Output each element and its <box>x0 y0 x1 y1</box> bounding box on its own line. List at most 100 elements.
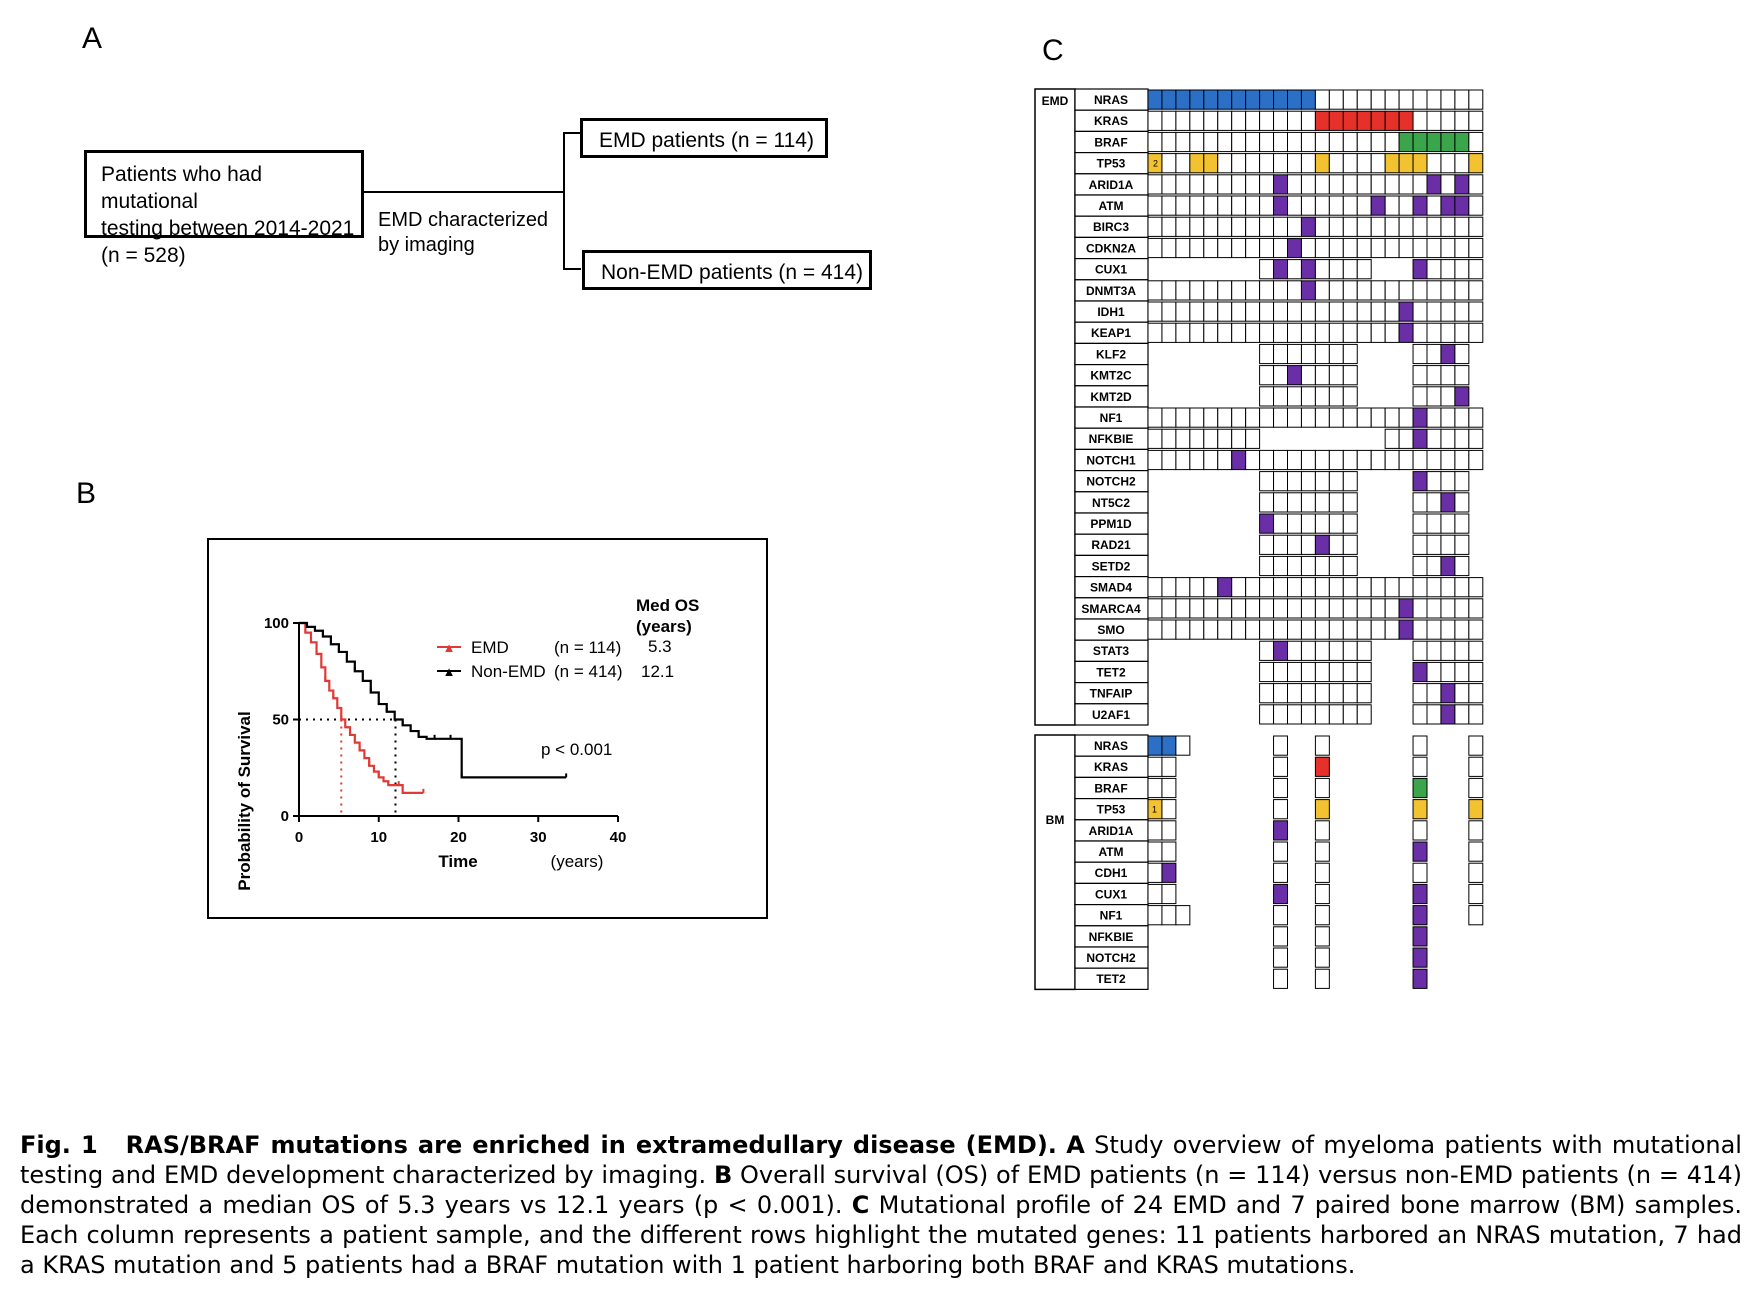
mutation-cell <box>1161 799 1177 820</box>
mutation-cell <box>1231 237 1247 259</box>
mutation-cell <box>1300 619 1316 640</box>
mutation-cell <box>1426 407 1442 428</box>
mutation-cell <box>1245 237 1261 259</box>
mutation-cell <box>1287 471 1302 492</box>
mutation-cell <box>1384 280 1400 301</box>
mutation-cell <box>1328 153 1344 174</box>
mutation-cell <box>1440 131 1456 153</box>
mutation-cell <box>1314 777 1330 799</box>
gene-label: CUX1 <box>1095 263 1127 277</box>
censor-mark <box>397 781 400 786</box>
mutation-cell <box>1426 704 1442 725</box>
mutation-cell <box>1440 471 1456 492</box>
mutation-cell <box>1398 577 1414 598</box>
gene-label: TP53 <box>1097 803 1126 817</box>
mutation-cell <box>1259 534 1275 555</box>
mutation-cell <box>1398 301 1414 322</box>
mutation-cell <box>1468 322 1484 343</box>
mutation-cell <box>1161 407 1177 428</box>
bm-group-box <box>1034 734 1076 991</box>
mutation-cell <box>1273 777 1289 799</box>
mutation-cell <box>1426 89 1442 110</box>
mutation-cell <box>1300 259 1316 280</box>
mutation-cell <box>1328 216 1344 237</box>
mutation-cell <box>1440 174 1456 195</box>
mutation-cell <box>1440 640 1456 661</box>
mutation-cell <box>1426 343 1442 365</box>
mutation-cell <box>1328 280 1344 301</box>
mutation-cell <box>1412 301 1428 322</box>
mutation-cell <box>1384 131 1400 153</box>
mutation-cell <box>1217 237 1233 259</box>
mutation-cell <box>1454 704 1470 725</box>
caption-a-label: A <box>1066 1131 1085 1159</box>
med-os-header: (years) <box>636 617 692 636</box>
mutation-cell <box>1342 471 1358 492</box>
mutation-cell <box>1384 237 1400 259</box>
gene-label: IDH1 <box>1097 305 1125 319</box>
gene-label: TP53 <box>1097 157 1126 171</box>
mutation-cell <box>1259 598 1275 619</box>
mutation-cell <box>1314 449 1330 471</box>
mutation-cell <box>1468 237 1484 259</box>
mutation-cell <box>1398 89 1414 110</box>
mutation-cell <box>1287 259 1302 280</box>
mutation-cell <box>1342 386 1358 407</box>
mutation-cell <box>1203 237 1219 259</box>
mutation-cell <box>1384 89 1400 110</box>
mutation-cell <box>1314 640 1330 661</box>
mutation-cell <box>1412 259 1428 280</box>
mutation-cell <box>1217 280 1233 301</box>
mutation-cell <box>1175 905 1191 926</box>
censor-mark <box>422 788 425 793</box>
censor-mark <box>449 734 452 739</box>
mutation-cell <box>1384 216 1400 237</box>
mutation-cell <box>1300 174 1316 195</box>
mutation-cell <box>1454 513 1470 534</box>
mutation-cell <box>1440 661 1456 683</box>
mutation-cell <box>1259 661 1275 683</box>
y-tick-label: 50 <box>272 712 289 729</box>
mutation-cell <box>1426 280 1442 301</box>
mutation-cell <box>1300 661 1316 683</box>
gene-label: KMT2C <box>1090 369 1132 383</box>
mutation-cell <box>1342 131 1358 153</box>
mutation-cell <box>1245 131 1261 153</box>
mutation-cell <box>1370 110 1386 131</box>
mutation-cell <box>1342 195 1358 216</box>
mutation-cell <box>1147 841 1163 862</box>
mutation-cell <box>1454 174 1470 195</box>
mutation-cell <box>1245 216 1261 237</box>
mutation-cell <box>1454 153 1470 174</box>
mutation-cell <box>1412 343 1428 365</box>
mutation-cell <box>1203 322 1219 343</box>
legend-nonemd-n: (n = 414) <box>554 662 623 681</box>
mutation-cell <box>1259 577 1275 598</box>
mutation-cell <box>1314 820 1330 841</box>
mutation-cell <box>1412 322 1428 343</box>
mutation-cell <box>1468 661 1484 683</box>
mutation-cell <box>1300 89 1316 110</box>
mutation-cell <box>1328 449 1344 471</box>
gene-label: NT5C2 <box>1092 496 1130 510</box>
mutation-cell <box>1356 237 1372 259</box>
mutation-cell <box>1217 89 1233 110</box>
mutation-cell <box>1356 683 1372 704</box>
mutation-cell <box>1342 259 1358 280</box>
mutation-cell <box>1300 407 1316 428</box>
mutation-cell <box>1398 449 1414 471</box>
mutation-cell <box>1259 343 1275 365</box>
mutation-grid: EMD NRAS KRAS BRAF TP53 ARID1A ATM BIRC3 CDKN2A C… <box>1034 88 1484 991</box>
mutation-cell <box>1440 343 1456 365</box>
mutation-cell <box>1328 661 1344 683</box>
mutation-cell <box>1328 174 1344 195</box>
mutation-cell <box>1273 153 1289 174</box>
mutation-cell <box>1412 735 1428 756</box>
mutation-cell <box>1356 110 1372 131</box>
gene-label: SMARCA4 <box>1081 602 1141 616</box>
mutation-cell <box>1314 883 1330 905</box>
mutation-cell <box>1161 577 1177 598</box>
mutation-cell <box>1287 110 1302 131</box>
mutation-cell <box>1412 841 1428 862</box>
mutation-cell <box>1426 131 1442 153</box>
